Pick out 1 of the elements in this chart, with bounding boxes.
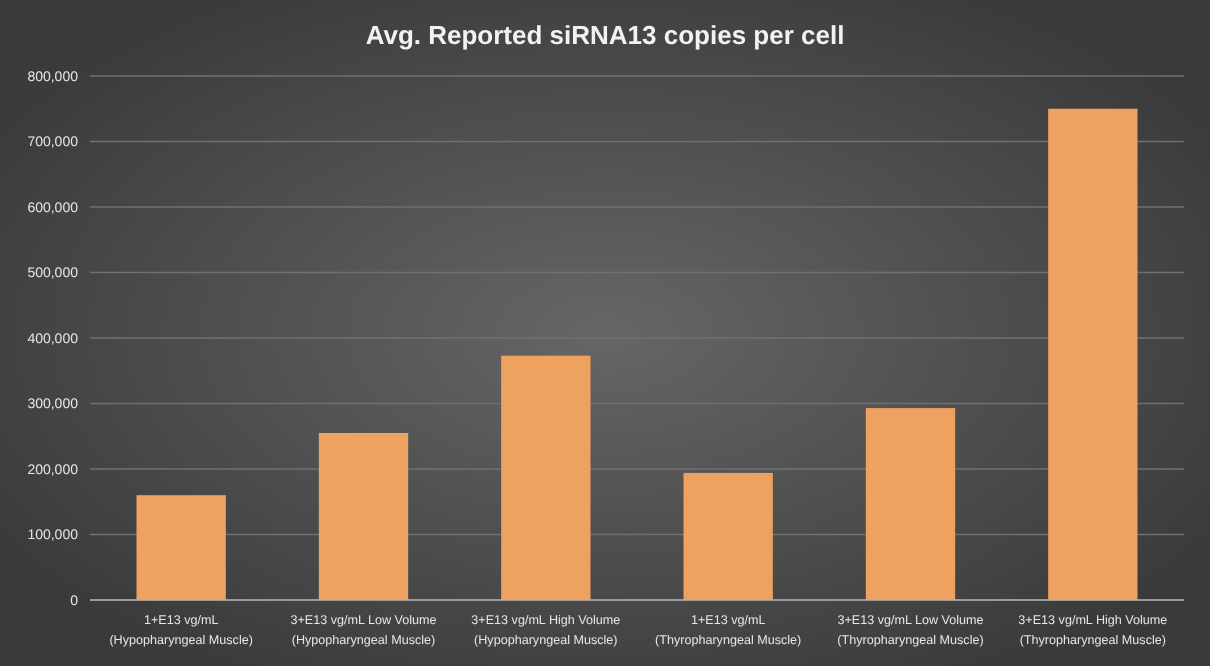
chart-title: Avg. Reported siRNA13 copies per cell	[365, 20, 845, 50]
